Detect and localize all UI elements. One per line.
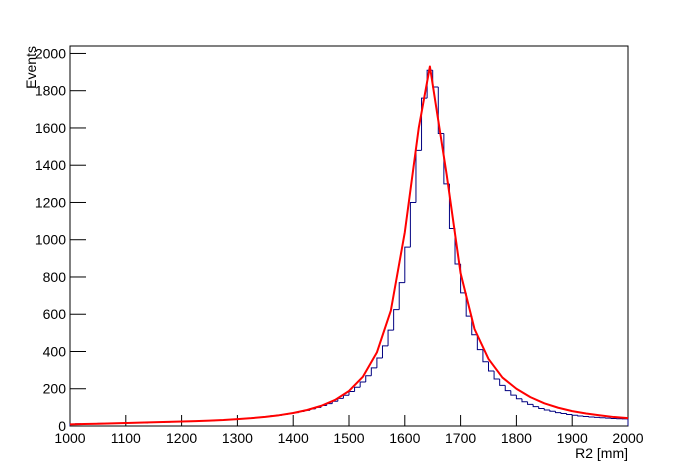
histogram-bin: [582, 415, 589, 417]
histogram-bin: [359, 381, 366, 388]
histogram-bin: [510, 390, 517, 396]
histogram-bin: [554, 411, 562, 414]
histogram-bin: [471, 316, 478, 336]
histogram-bin: [560, 412, 567, 415]
x-tick-label: 1600: [389, 430, 420, 446]
histogram-bin: [365, 375, 372, 383]
histogram-bin: [354, 386, 361, 392]
histogram-bin: [421, 97, 428, 151]
x-tick-label: 1400: [278, 430, 309, 446]
histogram-bin: [398, 282, 405, 310]
x-tick-label: 2000: [612, 430, 643, 446]
histogram-bin: [488, 361, 495, 372]
histogram-bin: [577, 415, 584, 417]
histogram-bin: [532, 404, 539, 408]
fit-curve: [69, 65, 629, 426]
y-tick-label: 0: [58, 418, 66, 434]
x-tick-label: 1100: [111, 430, 141, 446]
histogram-bin: [566, 413, 573, 415]
histogram-bin: [538, 406, 545, 409]
histogram-bin: [409, 201, 416, 248]
x-tick-label: 1900: [557, 430, 588, 446]
x-axis-label: R2 [mm]: [575, 445, 628, 461]
histogram-bin: [527, 401, 534, 405]
histogram-bin: [376, 357, 383, 368]
histogram-bin: [549, 409, 556, 412]
histogram-bin: [588, 416, 595, 418]
y-tick-label: 1400: [35, 157, 66, 173]
histogram-bin: [476, 334, 483, 351]
histogram-bin: [482, 349, 489, 363]
histogram-bin: [404, 246, 411, 283]
y-tick-label: 1000: [35, 232, 66, 248]
histogram-bin: [393, 309, 400, 331]
histogram-bin: [381, 345, 389, 359]
histogram-bin: [571, 414, 578, 416]
y-tick-label: 400: [43, 343, 67, 359]
x-tick-label: 1200: [166, 430, 197, 446]
y-tick-label: 200: [43, 381, 67, 397]
histogram-bin: [515, 395, 522, 400]
histogram-bin: [387, 329, 394, 346]
histogram-bin: [437, 86, 444, 135]
histogram-bin: [521, 398, 528, 403]
y-tick-label: 1800: [35, 83, 66, 99]
x-tick-label: 1500: [333, 430, 364, 446]
x-tick-label: 1800: [501, 430, 532, 446]
y-axis-label: Events: [23, 46, 39, 89]
x-tick-label: 1700: [445, 430, 476, 446]
histogram-bin: [370, 367, 377, 376]
histogram-bin: [543, 408, 550, 411]
x-tick-label: 1000: [54, 430, 85, 446]
histogram-bin: [504, 385, 511, 392]
histogram-bin: [493, 371, 500, 380]
y-tick-label: 800: [43, 269, 67, 285]
y-tick-label: 1200: [35, 194, 66, 210]
y-tick-label: 1600: [35, 120, 66, 136]
x-tick-label: 1300: [222, 430, 253, 446]
y-tick-label: 600: [43, 306, 67, 322]
y-tick-label: 2000: [35, 45, 66, 61]
histogram-bin: [465, 292, 472, 317]
histogram-bin: [499, 379, 506, 386]
